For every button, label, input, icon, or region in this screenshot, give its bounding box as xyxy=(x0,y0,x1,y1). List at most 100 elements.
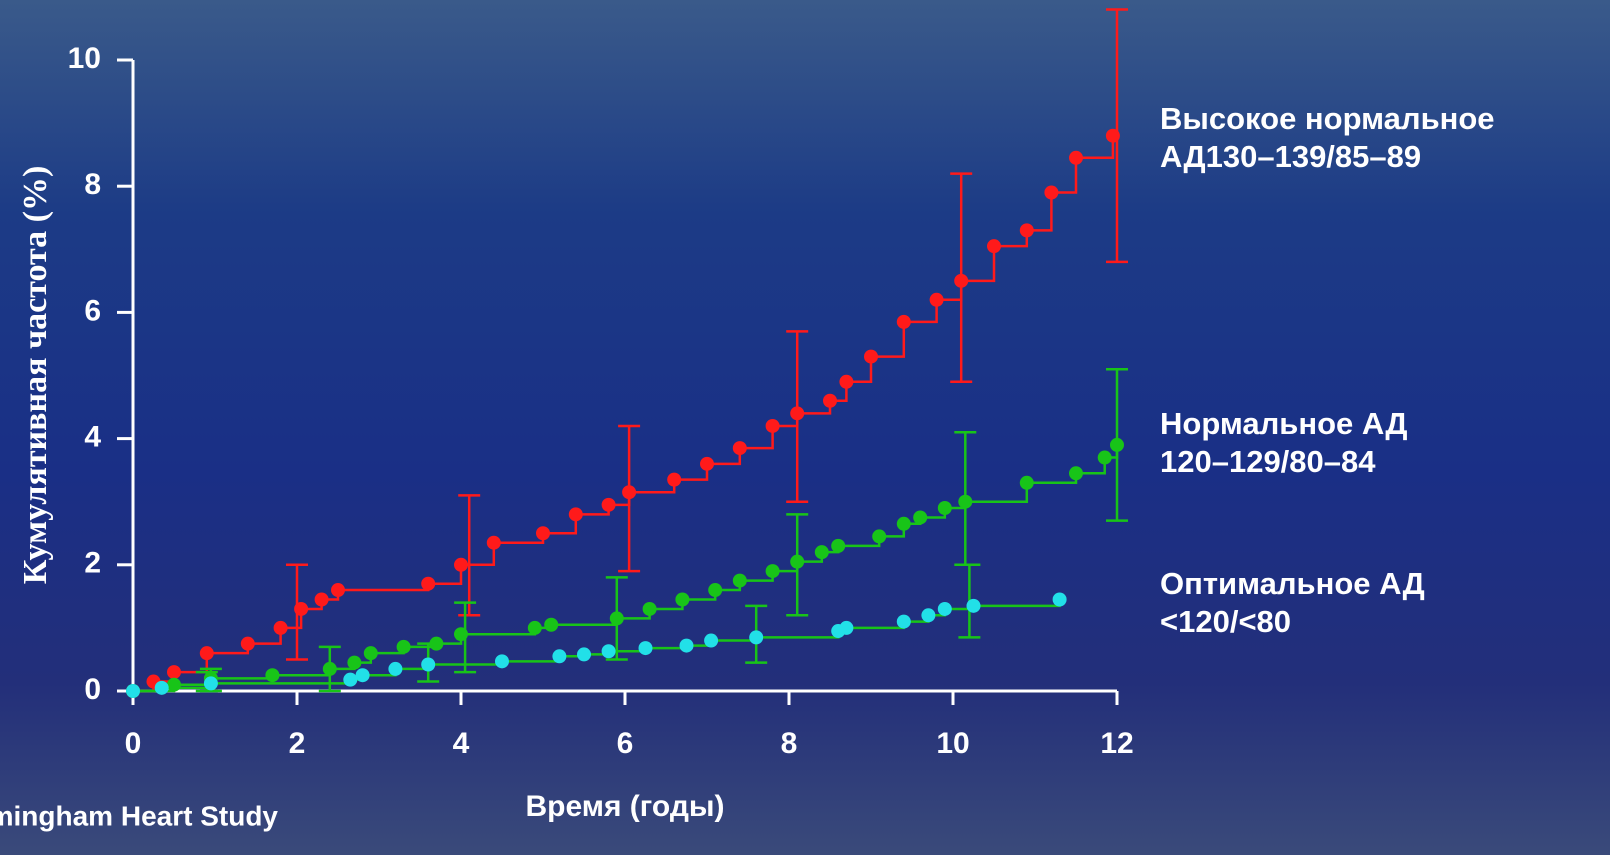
point xyxy=(667,473,681,487)
point xyxy=(831,539,845,553)
point xyxy=(495,654,509,668)
y-tick-label: 8 xyxy=(84,168,101,201)
point xyxy=(356,668,370,682)
point xyxy=(1110,438,1124,452)
point xyxy=(294,602,308,616)
x-tick-label: 2 xyxy=(289,727,306,760)
point xyxy=(397,640,411,654)
point xyxy=(815,545,829,559)
point xyxy=(897,315,911,329)
point xyxy=(930,293,944,307)
point xyxy=(1069,151,1083,165)
point xyxy=(733,441,747,455)
point xyxy=(864,350,878,364)
point xyxy=(536,526,550,540)
point xyxy=(987,239,1001,253)
point xyxy=(274,621,288,635)
point xyxy=(958,495,972,509)
y-tick-label: 10 xyxy=(68,42,101,75)
point xyxy=(323,662,337,676)
point xyxy=(126,684,140,698)
point xyxy=(167,665,181,679)
y-axis-label: Кумулятивная частота (%) xyxy=(17,166,54,585)
point xyxy=(913,510,927,524)
source: Framingham Heart Study xyxy=(0,800,278,831)
point xyxy=(938,501,952,515)
point xyxy=(331,583,345,597)
x-tick-label: 10 xyxy=(936,727,969,760)
legend-label: Оптимальное АД <120/<80 xyxy=(1160,565,1425,641)
legend-label: Высокое нормальное АД130–139/85–89 xyxy=(1160,100,1495,176)
point xyxy=(388,662,402,676)
point xyxy=(421,577,435,591)
point xyxy=(421,657,435,671)
point xyxy=(602,498,616,512)
point xyxy=(897,517,911,531)
point xyxy=(938,602,952,616)
x-axis-label: Время (годы) xyxy=(526,790,725,823)
point xyxy=(364,646,378,660)
point xyxy=(1044,186,1058,200)
point xyxy=(577,647,591,661)
point xyxy=(602,644,616,658)
legend-label: Нормальное АД 120–129/80–84 xyxy=(1160,405,1408,481)
point xyxy=(1069,466,1083,480)
error-bar xyxy=(458,495,480,615)
point xyxy=(700,457,714,471)
point xyxy=(552,649,566,663)
point xyxy=(1020,476,1034,490)
point xyxy=(872,529,886,543)
point xyxy=(1053,593,1067,607)
point xyxy=(967,599,981,613)
point xyxy=(204,676,218,690)
point xyxy=(704,634,718,648)
point xyxy=(790,555,804,569)
point xyxy=(790,406,804,420)
point xyxy=(733,574,747,588)
point xyxy=(749,630,763,644)
point xyxy=(347,656,361,670)
point xyxy=(921,608,935,622)
point xyxy=(454,627,468,641)
point xyxy=(265,668,279,682)
point xyxy=(241,637,255,651)
x-tick-label: 4 xyxy=(453,727,470,760)
x-tick-label: 8 xyxy=(781,727,798,760)
series-line xyxy=(133,136,1113,691)
point xyxy=(343,673,357,687)
point xyxy=(610,611,624,625)
point xyxy=(569,507,583,521)
point xyxy=(622,485,636,499)
y-tick-label: 2 xyxy=(84,547,101,580)
y-tick-label: 4 xyxy=(84,421,101,454)
point xyxy=(839,375,853,389)
x-tick-label: 6 xyxy=(617,727,634,760)
point xyxy=(708,583,722,597)
point xyxy=(675,593,689,607)
point xyxy=(897,615,911,629)
point xyxy=(639,641,653,655)
point xyxy=(544,618,558,632)
point xyxy=(167,678,181,692)
point xyxy=(200,646,214,660)
point xyxy=(766,419,780,433)
point xyxy=(315,593,329,607)
point xyxy=(839,621,853,635)
point xyxy=(1106,129,1120,143)
point xyxy=(1098,451,1112,465)
point xyxy=(454,558,468,572)
x-tick-label: 0 xyxy=(125,727,142,760)
point xyxy=(1020,223,1034,237)
x-tick-label: 12 xyxy=(1100,727,1133,760)
point xyxy=(954,274,968,288)
point xyxy=(155,681,169,695)
point xyxy=(487,536,501,550)
y-tick-label: 6 xyxy=(84,294,101,327)
slide: Кумулятивная частота (%) Время (годы) Fr… xyxy=(0,0,1610,855)
point xyxy=(680,639,694,653)
y-tick-label: 0 xyxy=(84,673,101,706)
point xyxy=(643,602,657,616)
point xyxy=(766,564,780,578)
point xyxy=(528,621,542,635)
point xyxy=(823,394,837,408)
